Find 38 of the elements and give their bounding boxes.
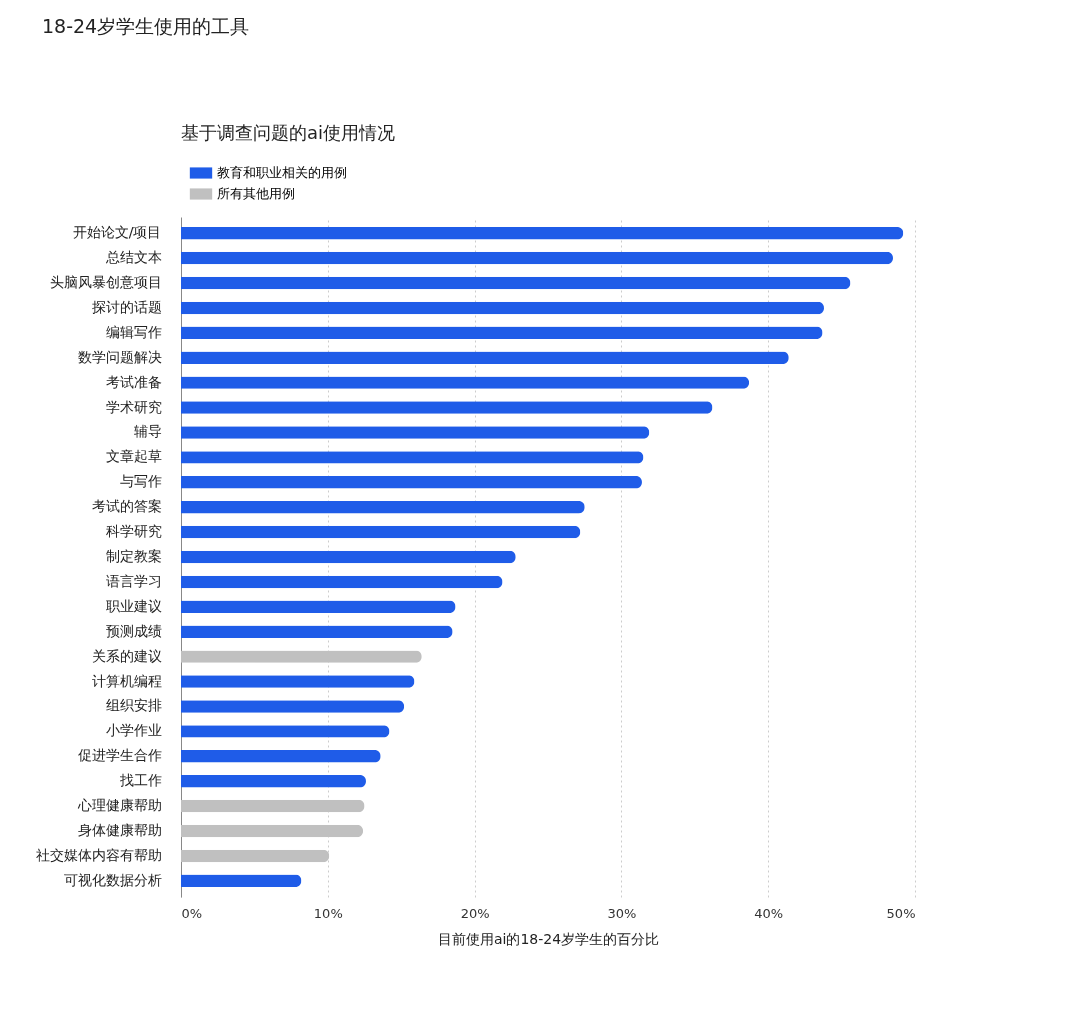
chart-subtitle: 基于调查问题的ai使用情况 [181,122,396,143]
x-tick-label: 40% [754,905,784,921]
y-tick-label: 探讨的话题 [91,298,162,315]
y-tick-label: 考试的答案 [91,498,162,515]
y-tick-label: 心理健康帮助 [76,797,162,814]
y-tick-label: 辅导 [133,423,162,440]
y-tick-label: 小学作业 [105,722,162,739]
y-tick-label: 制定教案 [105,548,162,564]
y-tick-label: 组织安排 [105,697,162,714]
x-tick-label: 30% [607,905,637,921]
y-tick-label: 学术研究 [105,398,162,415]
y-tick-label: 头脑风暴创意项目 [49,274,162,291]
y-tick-label: 可视化数据分析 [63,871,162,888]
x-tick-label: 50% [886,905,916,921]
y-tick-label: 找工作 [118,772,162,789]
y-tick-label: 社交媒体内容有帮助 [35,846,162,863]
y-tick-label: 科学研究 [105,523,162,540]
legend-label: 教育和职业相关的用例 [217,165,347,180]
y-tick-label: 职业建议 [105,597,162,614]
y-tick-label: 开始论文/项目 [72,224,162,241]
y-tick-label: 编辑写作 [105,323,162,340]
y-tick-label: 关系的建议 [91,647,162,664]
y-tick-label: 语言学习 [105,572,162,589]
y-tick-label: 总结文本 [104,249,162,266]
x-tick-label: 10% [313,905,343,921]
y-tick-label: 身体健康帮助 [77,821,162,838]
y-tick-label: 预测成绩 [105,622,162,639]
y-tick-label: 计算机编程 [91,672,162,689]
x-axis-title: 目前使用ai的18-24岁学生的百分比 [437,930,660,947]
y-tick-label: 文章起草 [105,448,162,465]
y-tick-label: 考试准备 [105,373,162,390]
x-tick-label: 20% [460,905,490,921]
legend-label: 所有其他用例 [217,186,295,201]
y-tick-label: 与写作 [119,473,162,490]
x-tick-label: 0% [181,905,203,921]
y-tick-label: 数学问题解决 [77,348,162,365]
chart-title: 18-24岁学生使用的工具 [42,14,250,39]
y-tick-label: 促进学生合作 [77,747,162,764]
